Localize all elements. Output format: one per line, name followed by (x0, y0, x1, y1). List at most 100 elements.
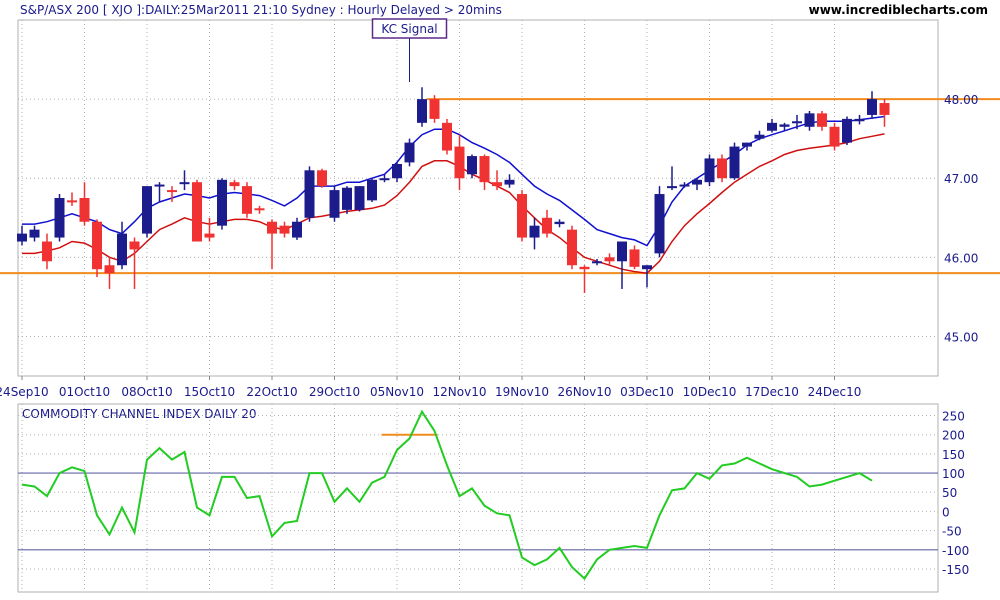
candle-up (854, 118, 865, 122)
candle-up (504, 179, 515, 185)
candle-up (729, 146, 740, 179)
candle-up (342, 187, 352, 210)
candle-down (479, 156, 490, 183)
cci-panel: COMMODITY CHANNEL INDEX DAILY 20 250 200 1… (17, 403, 969, 593)
price-panel-frame (17, 19, 939, 377)
candle-up (329, 190, 340, 218)
kc-signal-callout: KC Signal (371, 18, 448, 82)
date-tick-label: 22Oct10 (246, 385, 297, 399)
candle-up (767, 122, 777, 131)
candle-up (529, 225, 540, 238)
cci-line (21, 409, 873, 581)
candle-down (192, 182, 202, 242)
candle-down (454, 146, 465, 179)
date-tick-label: 26Nov10 (558, 385, 612, 399)
candle-down (567, 229, 577, 266)
date-tick-label: 03Dec10 (620, 385, 674, 399)
candle-down (717, 158, 727, 179)
date-tick-label: 12Nov10 (433, 385, 487, 399)
candle-up (679, 184, 690, 187)
price-date-grid (21, 20, 835, 376)
date-tick-label: 29Oct10 (309, 385, 360, 399)
candle-down (542, 217, 552, 234)
lower-channel-line (22, 133, 885, 274)
candle-up (217, 179, 227, 226)
price-panel: 45.00 46.00 47.00 48.00 KC Signal (0, 18, 1000, 377)
candle-up (667, 186, 677, 189)
candle-up (704, 158, 715, 183)
candle-down (429, 99, 440, 119)
candle-up (779, 124, 790, 127)
cci-tick-label: 200 (942, 429, 965, 443)
candle-up (154, 184, 165, 187)
cci-panel-title: COMMODITY CHANNEL INDEX DAILY 20 (22, 407, 257, 421)
candle-up (867, 99, 877, 115)
date-tick-label: 17Dec10 (745, 385, 799, 399)
date-tick-label: 05Nov10 (370, 385, 424, 399)
candle-down (829, 126, 840, 147)
candles (17, 87, 890, 293)
chart-header-title: S&P/ASX 200 [ XJO ]:DAILY:25Mar2011 21:1… (20, 3, 502, 17)
candle-up (692, 179, 702, 185)
cci-tick-label: 250 (942, 410, 965, 424)
candle-up (392, 163, 402, 179)
cci-tick-label: 50 (942, 486, 957, 500)
candle-down (442, 122, 452, 151)
candle-down (254, 208, 265, 211)
candle-up (642, 265, 652, 270)
cci-date-grid (21, 404, 835, 592)
cci-tick-label: -150 (942, 563, 969, 577)
candle-up (367, 179, 377, 201)
candle-up (117, 233, 127, 266)
cci-tick-label: -50 (942, 525, 962, 539)
candle-down (167, 190, 177, 193)
candle-down (279, 225, 290, 234)
cci-axis-labels: 250 200 150 100 50 0 -50 -100 -150 (942, 410, 969, 577)
cci-tick-label: 0 (942, 505, 950, 519)
upper-channel-line (22, 115, 885, 247)
candle-up (292, 221, 302, 238)
candle-up (754, 134, 765, 139)
candle-down (229, 182, 240, 187)
candle-up (179, 182, 190, 185)
cci-tick-label: 150 (942, 448, 965, 462)
date-axis: 24Sep10 01Oct10 08Oct10 15Oct10 22Oct10 29Oct… (0, 376, 861, 399)
date-tick-label: 24Dec10 (808, 385, 862, 399)
cci-tick-label: 100 (942, 467, 965, 481)
date-tick-label: 19Nov10 (495, 385, 549, 399)
candle-down (879, 103, 890, 115)
candle-up (842, 118, 852, 143)
candle-up (592, 261, 602, 264)
candle-up (467, 156, 477, 175)
candle-down (317, 170, 327, 187)
candle-up (142, 186, 152, 234)
candle-up (417, 99, 427, 123)
candle-down (267, 221, 277, 234)
price-tick-label: 47.00 (944, 172, 978, 186)
candle-up (554, 221, 565, 225)
site-url[interactable]: www.incrediblecharts.com (809, 3, 988, 17)
candle-down (629, 249, 640, 267)
candle-up (54, 198, 65, 238)
candle-up (304, 170, 315, 218)
candle-up (404, 142, 415, 163)
price-levels (0, 98, 1000, 275)
price-axis-labels: 45.00 46.00 47.00 48.00 (944, 93, 978, 344)
candle-up (654, 194, 665, 254)
candle-up (742, 142, 752, 147)
candle-down (492, 182, 502, 187)
date-tick-label: 15Oct10 (184, 385, 235, 399)
cci-tick-label: -100 (942, 544, 969, 558)
price-tick-label: 45.00 (944, 330, 978, 344)
candle-down (92, 221, 102, 270)
candle-up (792, 121, 802, 124)
date-tick-label: 24Sep10 (0, 385, 49, 399)
candle-up (354, 186, 365, 210)
price-tick-label: 48.00 (944, 93, 978, 107)
candle-down (817, 113, 827, 127)
candle-down (42, 241, 52, 262)
candle-down (129, 241, 140, 250)
cci-line-group (21, 409, 873, 581)
date-tick-label: 01Oct10 (59, 385, 110, 399)
